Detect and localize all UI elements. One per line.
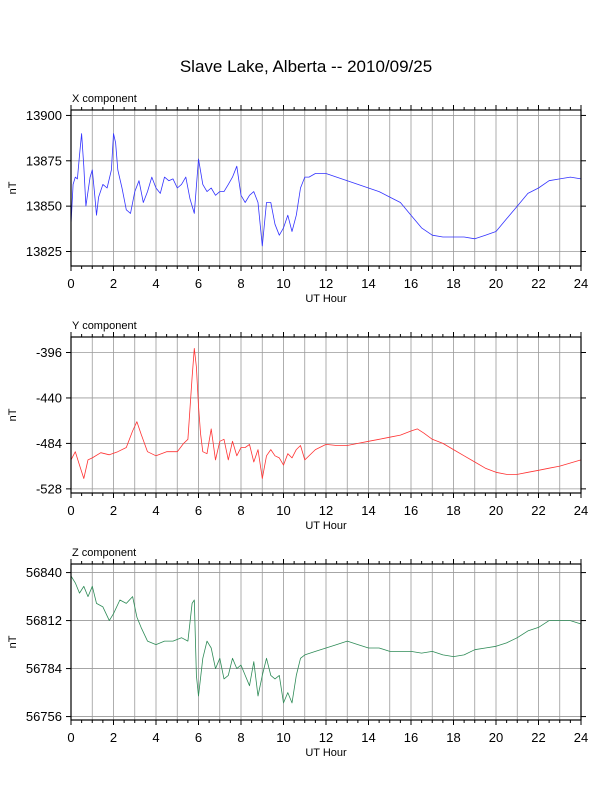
panel-2-x-tick-label: 4 <box>152 503 159 518</box>
panel-3-x-tick-label: 6 <box>195 730 202 745</box>
panel-1-x-tick-label: 20 <box>489 276 503 291</box>
page-title: Slave Lake, Alberta -- 2010/09/25 <box>179 57 433 76</box>
panel-3-x-tick-label: 2 <box>110 730 117 745</box>
panel-1-x-tick-label: 10 <box>276 276 290 291</box>
panel-3-x-tick-label: 0 <box>67 730 74 745</box>
panel-1-y-tick-label: 13850 <box>26 199 62 214</box>
panel-3-x-tick-label: 24 <box>574 730 588 745</box>
panel-2-x-tick-label: 22 <box>531 503 545 518</box>
panel-3-x-tick-label: 12 <box>319 730 333 745</box>
panel-1-y-tick-label: 13900 <box>26 108 62 123</box>
panel-1-x-tick-label: 0 <box>67 276 74 291</box>
panel-3-x-tick-label: 4 <box>152 730 159 745</box>
panel-2-y-tick-label: -484 <box>36 436 62 451</box>
panel-2-x-tick-label: 20 <box>489 503 503 518</box>
panel-2-x-tick-label: 16 <box>404 503 418 518</box>
panel-1-title: X component <box>72 93 137 105</box>
panel-3-x-tick-label: 8 <box>237 730 244 745</box>
panel-1-x-tick-label: 18 <box>446 276 460 291</box>
panel-3-y-tick-label: 56840 <box>26 565 62 580</box>
panel-1-x-tick-label: 16 <box>404 276 418 291</box>
panel-2-x-tick-label: 14 <box>361 503 375 518</box>
panel-3-series-line <box>70 575 582 704</box>
panel-3-x-tick-label: 14 <box>361 730 375 745</box>
panel-2-x-tick-label: 6 <box>195 503 202 518</box>
panel-2-title: Y component <box>72 320 137 332</box>
panel-3-y-tick-label: 56784 <box>26 661 62 676</box>
panel-2-x-tick-label: 0 <box>67 503 74 518</box>
panel-3-ylabel: nT <box>7 635 19 648</box>
panel-1-x-tick-label: 8 <box>237 276 244 291</box>
panel-2-x-tick-label: 12 <box>319 503 333 518</box>
panel-2-x-tick-label: 18 <box>446 503 460 518</box>
panel-1-y-tick-label: 13875 <box>26 153 62 168</box>
panel-3-x-tick-label: 16 <box>404 730 418 745</box>
panel-3-x-tick-label: 10 <box>276 730 290 745</box>
panel-3-title: Z component <box>72 547 136 559</box>
panel-3-y-tick-label: 56756 <box>26 709 62 724</box>
panel-1-x-tick-label: 14 <box>361 276 375 291</box>
panel-2-y-tick-label: -528 <box>36 481 62 496</box>
panel-2-x-tick-label: 2 <box>110 503 117 518</box>
panel-3-xlabel: UT Hour <box>305 747 347 759</box>
panel-2-series-line <box>70 348 582 479</box>
panel-2-x-tick-label: 24 <box>574 503 588 518</box>
panel-1-y-tick-label: 13825 <box>26 244 62 259</box>
panel-2-x-tick-label: 8 <box>237 503 244 518</box>
panel-1-ylabel: nT <box>7 181 19 194</box>
panel-1-x-tick-label: 12 <box>319 276 333 291</box>
panel-2-y-tick-label: -396 <box>36 345 62 360</box>
panel-1-x-tick-label: 4 <box>152 276 159 291</box>
panel-2-x-tick-label: 10 <box>276 503 290 518</box>
panel-1-series-line <box>70 133 582 247</box>
panel-2-y-tick-label: -440 <box>36 390 62 405</box>
panel-2-ylabel: nT <box>7 408 19 421</box>
panel-1-x-tick-label: 2 <box>110 276 117 291</box>
panel-3-x-tick-label: 22 <box>531 730 545 745</box>
panel-3-y-tick-label: 56812 <box>26 613 62 628</box>
panel-1-x-tick-label: 24 <box>574 276 588 291</box>
panel-1-x-tick-label: 22 <box>531 276 545 291</box>
panel-1-x-tick-label: 6 <box>195 276 202 291</box>
panel-3-x-tick-label: 18 <box>446 730 460 745</box>
panel-1-xlabel: UT Hour <box>305 293 347 305</box>
panel-3-x-tick-label: 20 <box>489 730 503 745</box>
panel-2-xlabel: UT Hour <box>305 520 347 532</box>
